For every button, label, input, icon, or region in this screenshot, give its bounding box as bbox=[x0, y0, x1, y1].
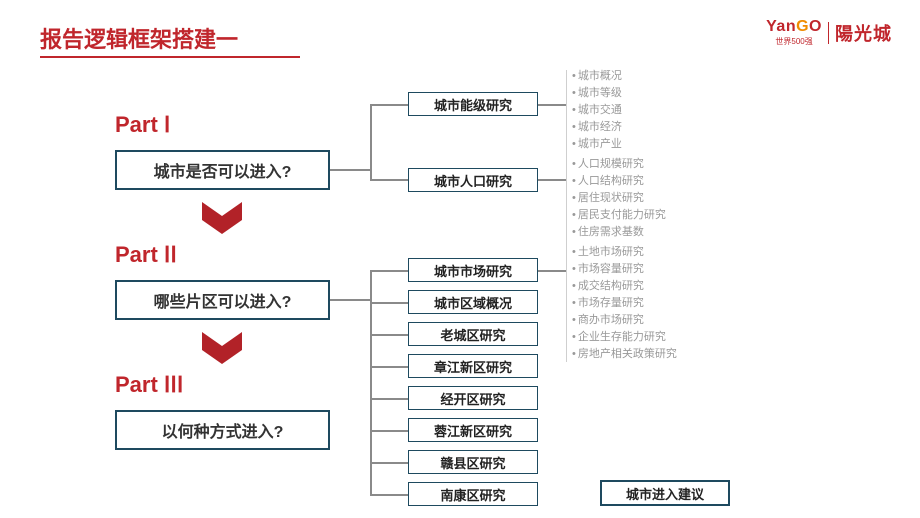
connector bbox=[370, 270, 408, 272]
part-1-label: Part Ⅰ bbox=[115, 112, 170, 138]
box-ganxian: 赣县区研究 bbox=[408, 450, 538, 474]
title-underline bbox=[40, 56, 300, 58]
box-zhangjiang: 章江新区研究 bbox=[408, 354, 538, 378]
bullet-item: 房地产相关政策研究 bbox=[572, 346, 677, 363]
bullet-separator bbox=[566, 70, 567, 156]
connector bbox=[370, 179, 408, 181]
bullet-item: 住房需求基数 bbox=[572, 224, 666, 241]
box-suggestion: 城市进入建议 bbox=[600, 480, 730, 506]
part-2-question: 哪些片区可以进入? bbox=[115, 280, 330, 320]
bullet-item: 成交结构研究 bbox=[572, 278, 677, 295]
logo-tagline: 世界500强 bbox=[766, 36, 822, 47]
connector bbox=[370, 270, 372, 494]
bullet-item: 人口结构研究 bbox=[572, 173, 666, 190]
bullet-item: 土地市场研究 bbox=[572, 244, 677, 261]
bullet-group-3: 土地市场研究 市场容量研究 成交结构研究 市场存量研究 商办市场研究 企业生存能… bbox=[572, 244, 677, 363]
bullet-item: 城市概况 bbox=[572, 68, 622, 85]
connector bbox=[370, 302, 408, 304]
connector bbox=[370, 334, 408, 336]
box-old-town: 老城区研究 bbox=[408, 322, 538, 346]
bullet-group-2: 人口规模研究 人口结构研究 居住现状研究 居民支付能力研究 住房需求基数 bbox=[572, 156, 666, 241]
connector bbox=[538, 270, 566, 272]
bullet-item: 商办市场研究 bbox=[572, 312, 677, 329]
bullet-item: 市场存量研究 bbox=[572, 295, 677, 312]
part-1-question: 城市是否可以进入? bbox=[115, 150, 330, 190]
chevron-down-icon bbox=[200, 330, 244, 364]
connector bbox=[370, 398, 408, 400]
bullet-item: 城市经济 bbox=[572, 119, 622, 136]
connector bbox=[370, 494, 408, 496]
box-region-overview: 城市区域概况 bbox=[408, 290, 538, 314]
bullet-item: 人口规模研究 bbox=[572, 156, 666, 173]
connector bbox=[330, 299, 370, 301]
bullet-item: 居住现状研究 bbox=[572, 190, 666, 207]
logo-cn: 陽光城 bbox=[835, 20, 892, 46]
connector bbox=[370, 430, 408, 432]
bullet-item: 市场容量研究 bbox=[572, 261, 677, 278]
bullet-separator bbox=[566, 156, 567, 242]
bullet-group-1: 城市概况 城市等级 城市交通 城市经济 城市产业 bbox=[572, 68, 622, 153]
bullet-item: 企业生存能力研究 bbox=[572, 329, 677, 346]
connector bbox=[370, 366, 408, 368]
logo-brand: YanGO bbox=[766, 18, 822, 36]
bullet-item: 居民支付能力研究 bbox=[572, 207, 666, 224]
bullet-item: 城市交通 bbox=[572, 102, 622, 119]
connector bbox=[370, 104, 372, 180]
part-2-label: Part ⅠⅠ bbox=[115, 242, 177, 268]
part-3-label: Part ⅠⅠⅠ bbox=[115, 372, 183, 398]
connector bbox=[370, 462, 408, 464]
connector bbox=[330, 169, 370, 171]
box-city-market: 城市市场研究 bbox=[408, 258, 538, 282]
box-jingkai: 经开区研究 bbox=[408, 386, 538, 410]
bullet-separator bbox=[566, 242, 567, 362]
chevron-down-icon bbox=[200, 200, 244, 234]
box-city-level: 城市能级研究 bbox=[408, 92, 538, 116]
connector bbox=[538, 179, 566, 181]
page-title: 报告逻辑框架搭建一 bbox=[40, 22, 238, 54]
box-city-pop: 城市人口研究 bbox=[408, 168, 538, 192]
bullet-item: 城市产业 bbox=[572, 136, 622, 153]
box-rongjiang: 蓉江新区研究 bbox=[408, 418, 538, 442]
bullet-item: 城市等级 bbox=[572, 85, 622, 102]
connector bbox=[370, 104, 408, 106]
logo-divider bbox=[828, 22, 829, 44]
box-nankang: 南康区研究 bbox=[408, 482, 538, 506]
connector bbox=[538, 104, 566, 106]
logo: YanGO 世界500强 陽光城 bbox=[766, 18, 892, 47]
part-3-question: 以何种方式进入? bbox=[115, 410, 330, 450]
